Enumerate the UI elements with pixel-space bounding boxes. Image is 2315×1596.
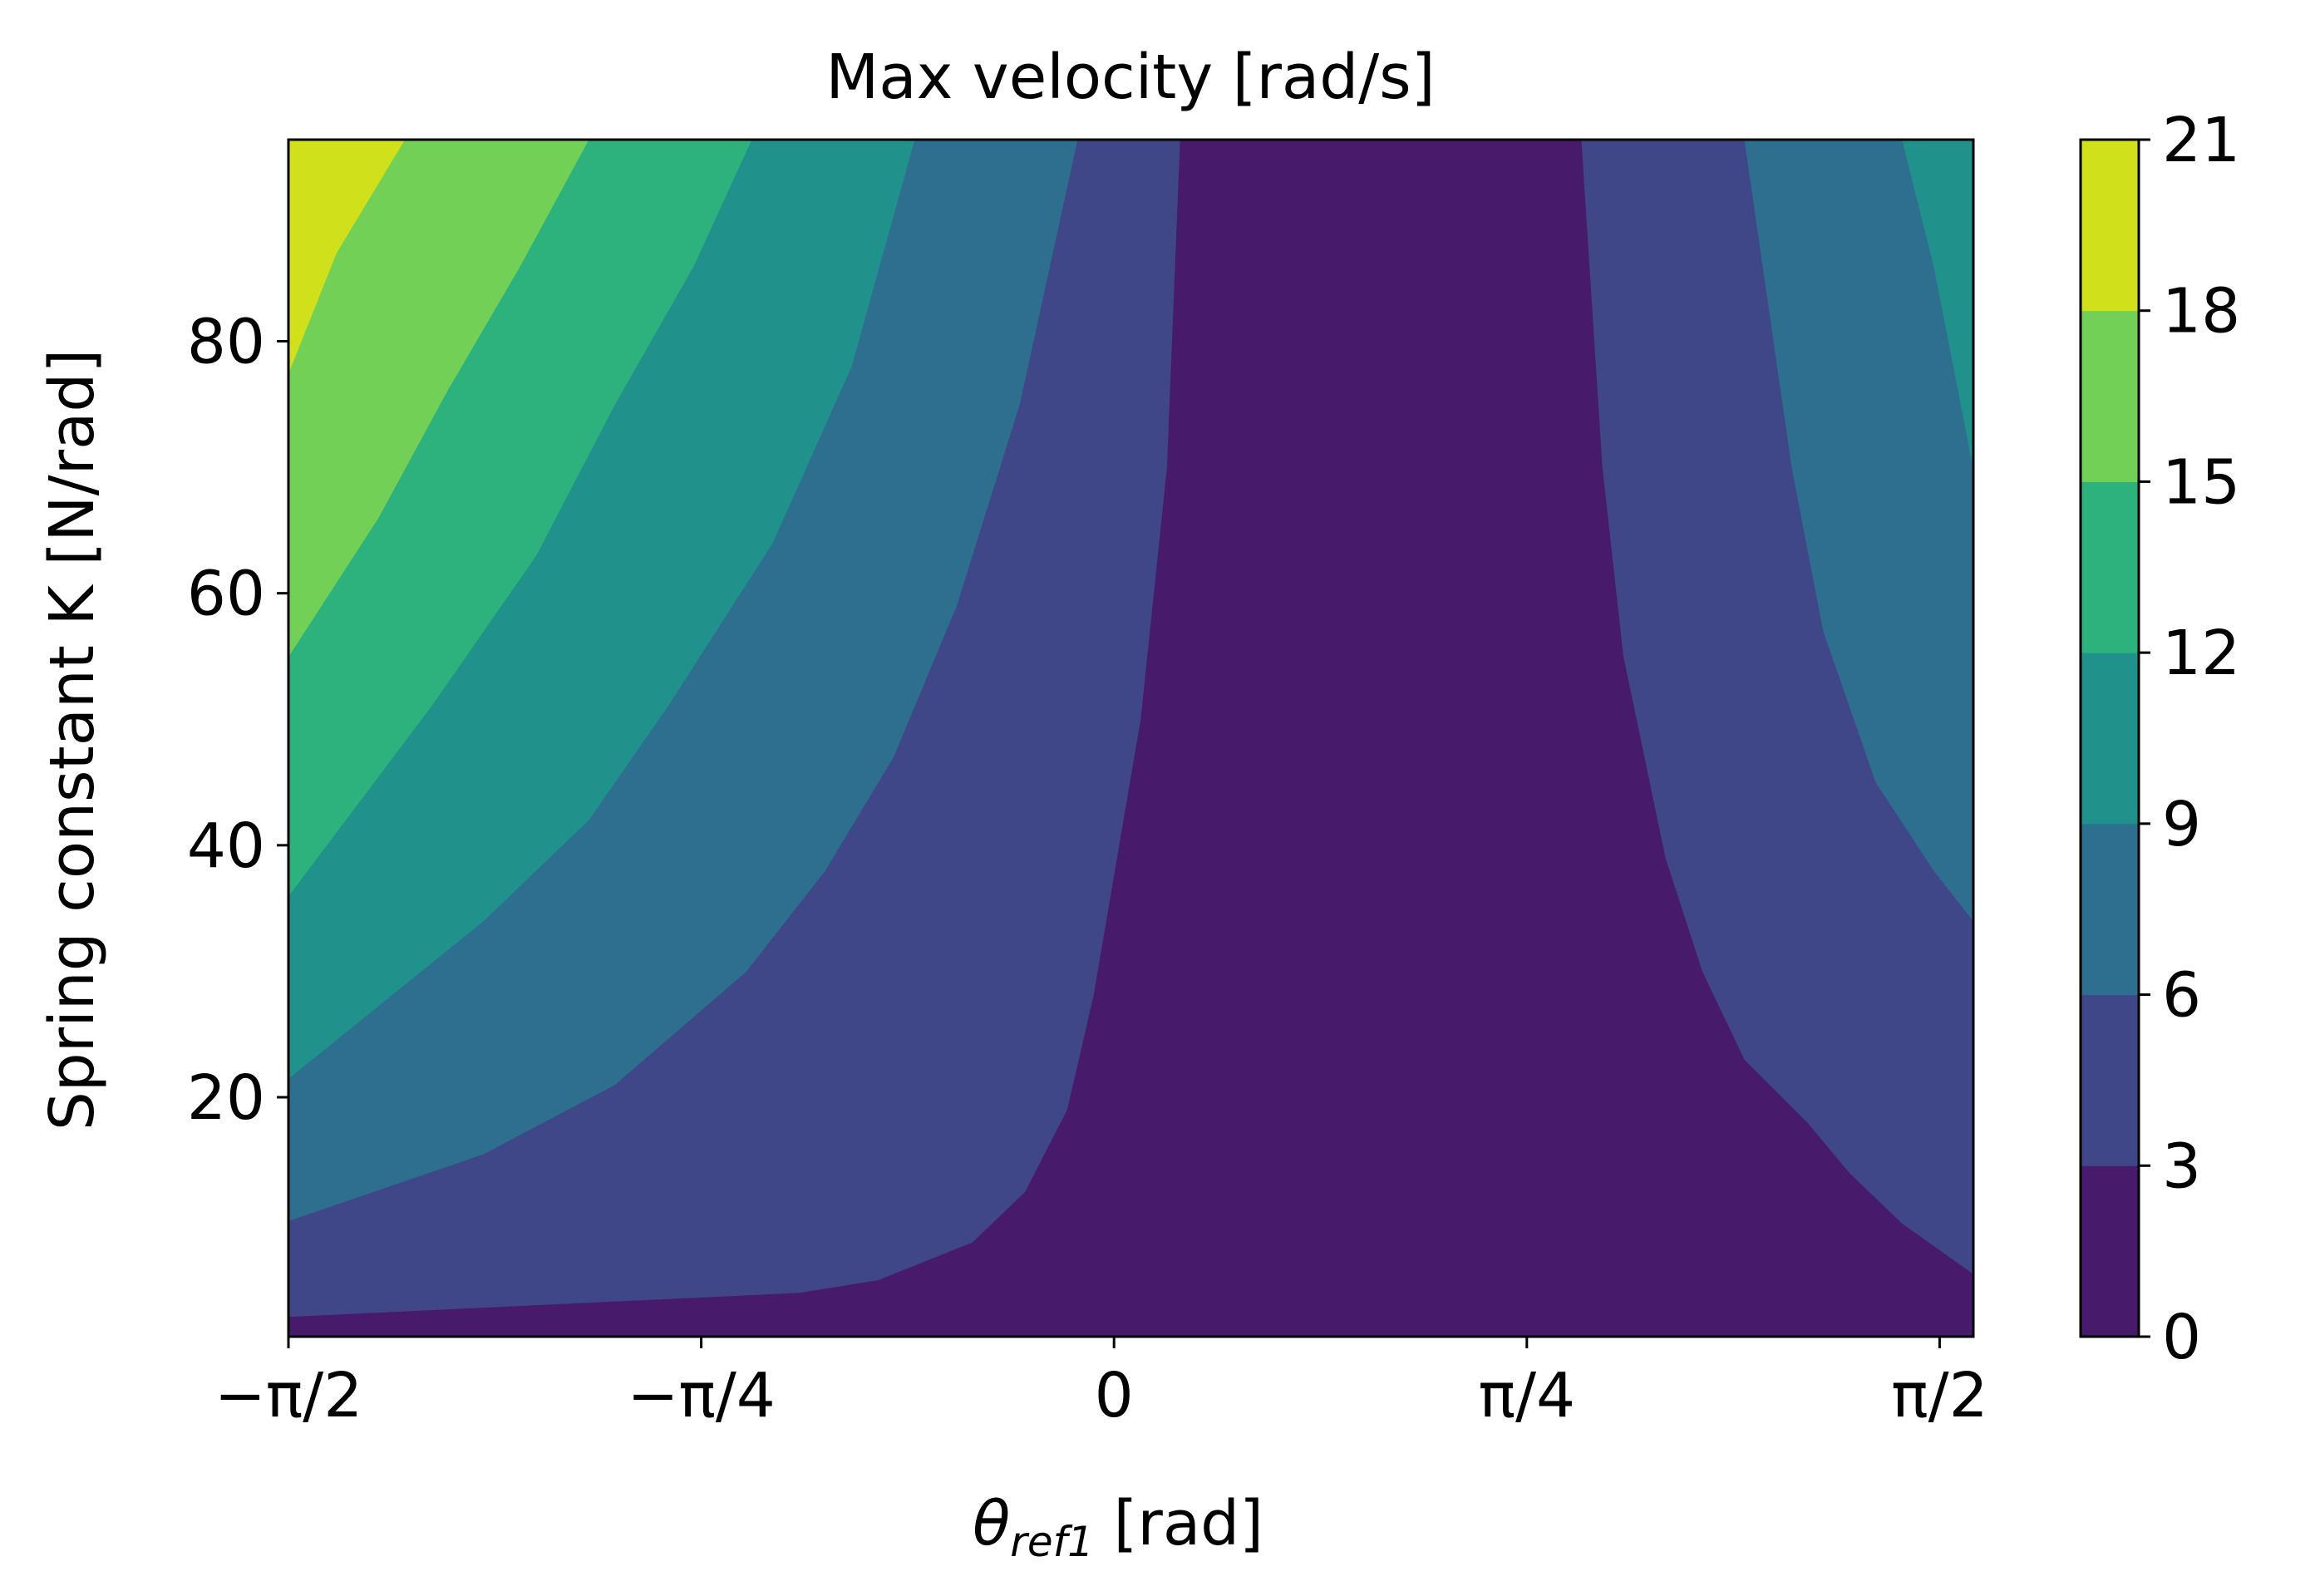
- y-tick-label: 20: [187, 1062, 265, 1134]
- colorbar-tick-label: 6: [2162, 960, 2201, 1032]
- x-tick-label: 0: [1095, 1360, 1134, 1431]
- y-tick-label: 80: [187, 307, 265, 378]
- x-tick-label: π/2: [1891, 1360, 1988, 1431]
- colorbar: 0 3 6 9 12 15 18 21: [2079, 105, 2240, 1373]
- contour-band-level-15: [288, 140, 589, 657]
- colorbar-tick-label: 9: [2162, 789, 2201, 860]
- x-axis-label-symbol: θ: [973, 1488, 1010, 1559]
- contour-bands: [288, 140, 1973, 1318]
- colorbar-tick-label: 15: [2162, 446, 2240, 518]
- chart-title: Max velocity [rad/s]: [825, 42, 1435, 113]
- plot-frame: [287, 138, 1975, 1338]
- y-tick-label: 40: [187, 810, 265, 882]
- colorbar-tick-label: 12: [2162, 618, 2240, 689]
- colorbar-tick-label: 3: [2162, 1130, 2201, 1202]
- colorbar-frame: [2079, 138, 2140, 1338]
- colorbar-bands: [2081, 140, 2139, 1337]
- x-tick-label: π/4: [1479, 1360, 1576, 1431]
- contour-band-level-18: [288, 140, 406, 373]
- y-tick-label: 60: [187, 559, 265, 630]
- x-axis-ticks: −π/2 −π/4 0 π/4 π/2: [214, 1337, 1988, 1431]
- plot-area: [288, 140, 1973, 1337]
- x-tick-label: −π/4: [627, 1360, 776, 1431]
- colorbar-tick-label: 18: [2162, 276, 2240, 347]
- colorbar-band-5: [2081, 310, 2139, 482]
- x-axis-label-unit: [rad]: [1094, 1488, 1263, 1559]
- contour-band-level-9: [1902, 140, 1973, 468]
- colorbar-tick-label: 0: [2162, 1302, 2201, 1373]
- colorbar-band-0: [2081, 1165, 2139, 1337]
- colorbar-band-2: [2081, 823, 2139, 996]
- contour-band-level-6: [1744, 140, 1973, 922]
- x-axis-label-subscript: ref1: [1010, 1518, 1094, 1566]
- colorbar-tick-label: 21: [2162, 105, 2240, 176]
- colorbar-ticks: 0 3 6 9 12 15 18 21: [2139, 105, 2240, 1373]
- colorbar-band-3: [2081, 653, 2139, 825]
- colorbar-band-4: [2081, 481, 2139, 653]
- y-axis-ticks: 20 40 60 80: [187, 307, 288, 1134]
- colorbar-band-1: [2081, 994, 2139, 1166]
- x-axis-label: θref1 [rad]: [973, 1488, 1263, 1566]
- y-axis-label: Spring constant K [N/rad]: [37, 349, 108, 1130]
- x-tick-label: −π/2: [214, 1360, 363, 1431]
- colorbar-band-6: [2081, 140, 2139, 312]
